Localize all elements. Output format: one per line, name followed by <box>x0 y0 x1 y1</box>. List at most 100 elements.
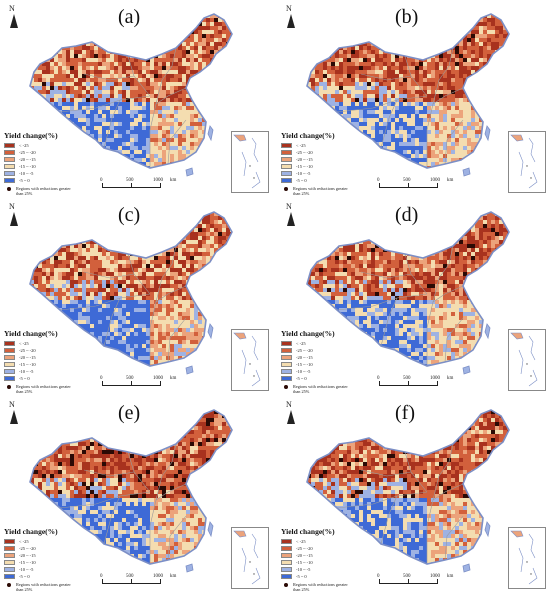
legend-title: Yield change(%) <box>4 329 58 338</box>
scale-bar: 0 500 1000 km <box>373 376 473 392</box>
scale-tick-500: 500 <box>126 178 134 183</box>
scale-tick-500: 500 <box>403 178 411 183</box>
scale-bar: 0 500 1000 km <box>373 178 473 194</box>
legend-swatch <box>4 171 15 176</box>
legend-label: -20 ~ -15 <box>296 157 313 162</box>
panel-label: (d) <box>395 204 419 226</box>
legend-swatch <box>281 567 292 572</box>
legend-label: -10 ~ -5 <box>296 369 311 374</box>
legend-label: < -25 <box>19 539 29 544</box>
legend-note-text: Regions with reductions greater than 25% <box>293 186 348 196</box>
legend-item: -10 ~ -5 <box>281 566 351 573</box>
legend-note: Regions with reductions greater than 25% <box>281 186 351 196</box>
legend-swatch <box>4 355 15 360</box>
legend-swatch <box>4 560 15 565</box>
legend-label: -20 ~ -15 <box>296 553 313 558</box>
north-arrow-icon: N <box>283 4 299 30</box>
legend-item: < -25 <box>281 340 351 347</box>
scale-tick-0: 0 <box>100 178 103 183</box>
legend-label: -5 ~ 0 <box>19 376 30 381</box>
legend-label: < -25 <box>296 341 306 346</box>
legend-swatch <box>281 143 292 148</box>
legend-item: < -25 <box>281 142 351 149</box>
legend-label: -15 ~ -10 <box>296 362 313 367</box>
legend-note: Regions with reductions greater than 25% <box>4 384 74 394</box>
legend-label: -10 ~ -5 <box>19 171 34 176</box>
legend-swatch <box>4 164 15 169</box>
legend-label: -5 ~ 0 <box>19 178 30 183</box>
legend-swatch <box>4 143 15 148</box>
legend-swatch <box>281 355 292 360</box>
severe-dot-icon <box>284 385 288 389</box>
south-china-sea-inset <box>231 527 269 589</box>
legend-swatch <box>281 546 292 551</box>
severe-dot-icon <box>7 583 11 587</box>
legend-item: < -25 <box>4 142 74 149</box>
china-map <box>29 13 233 177</box>
legend-swatch <box>281 362 292 367</box>
scale-tick-1000: 1000 <box>430 376 440 381</box>
legend-label: -25 ~ -20 <box>296 150 313 155</box>
severe-dot-icon <box>7 385 11 389</box>
china-map <box>306 211 510 375</box>
north-arrow-icon: N <box>283 202 299 228</box>
scale-tick-0: 0 <box>100 376 103 381</box>
north-label: N <box>9 4 15 13</box>
legend: Yield change(%) < -25 -25 ~ -20 -20 ~ -15 -… <box>4 131 74 196</box>
legend-item: -5 ~ 0 <box>4 177 74 184</box>
scale-unit: km <box>447 376 454 381</box>
scale-tick-0: 0 <box>100 574 103 579</box>
legend-swatch <box>4 341 15 346</box>
legend-label: -5 ~ 0 <box>296 178 307 183</box>
legend-note: Regions with reductions greater than 25% <box>281 582 351 592</box>
south-china-sea-inset <box>508 329 546 391</box>
panel-label: (e) <box>118 402 141 424</box>
north-arrow-icon: N <box>283 400 299 426</box>
legend-item: -25 ~ -20 <box>281 149 351 156</box>
legend-note-text: Regions with reductions greater than 25% <box>16 186 71 196</box>
scale-unit: km <box>170 376 177 381</box>
scale-tick-1000: 1000 <box>153 574 163 579</box>
legend-item: -5 ~ 0 <box>281 375 351 382</box>
legend-title: Yield change(%) <box>281 131 335 140</box>
legend-swatch <box>281 574 292 579</box>
legend-label: -20 ~ -15 <box>296 355 313 360</box>
legend-swatch <box>281 178 292 183</box>
scale-bar: 0 500 1000 km <box>373 574 473 590</box>
legend-label: -10 ~ -5 <box>296 171 311 176</box>
north-arrow-icon: N <box>6 400 22 426</box>
legend-label: -20 ~ -15 <box>19 355 36 360</box>
legend-swatch <box>281 341 292 346</box>
legend-item: -10 ~ -5 <box>4 170 74 177</box>
north-label: N <box>286 400 292 409</box>
north-arrow-icon: N <box>6 202 22 228</box>
legend-item: -20 ~ -15 <box>281 552 351 559</box>
south-china-sea-inset <box>231 329 269 391</box>
legend-swatch <box>4 546 15 551</box>
legend-swatch <box>281 150 292 155</box>
severe-dot-icon <box>284 187 288 191</box>
legend: Yield change(%) < -25 -25 ~ -20 -20 ~ -15 -… <box>4 329 74 394</box>
legend-item: -10 ~ -5 <box>4 566 74 573</box>
legend-item: -10 ~ -5 <box>4 368 74 375</box>
scale-tick-500: 500 <box>126 574 134 579</box>
china-map <box>306 409 510 573</box>
scale-bar: 0 500 1000 km <box>96 574 196 590</box>
scale-tick-0: 0 <box>377 178 380 183</box>
legend-title: Yield change(%) <box>4 527 58 536</box>
north-label: N <box>9 400 15 409</box>
legend-item: -20 ~ -15 <box>281 156 351 163</box>
legend-item: -5 ~ 0 <box>281 177 351 184</box>
legend-note: Regions with reductions greater than 25% <box>4 186 74 196</box>
north-arrow-icon: N <box>6 4 22 30</box>
legend-note-text: Regions with reductions greater than 25% <box>16 582 71 592</box>
scale-tick-1000: 1000 <box>153 178 163 183</box>
legend-swatch <box>281 164 292 169</box>
legend-item: -20 ~ -15 <box>4 552 74 559</box>
legend-swatch <box>281 171 292 176</box>
legend-title: Yield change(%) <box>4 131 58 140</box>
legend-item: < -25 <box>4 538 74 545</box>
scale-tick-500: 500 <box>126 376 134 381</box>
legend-swatch <box>4 539 15 544</box>
